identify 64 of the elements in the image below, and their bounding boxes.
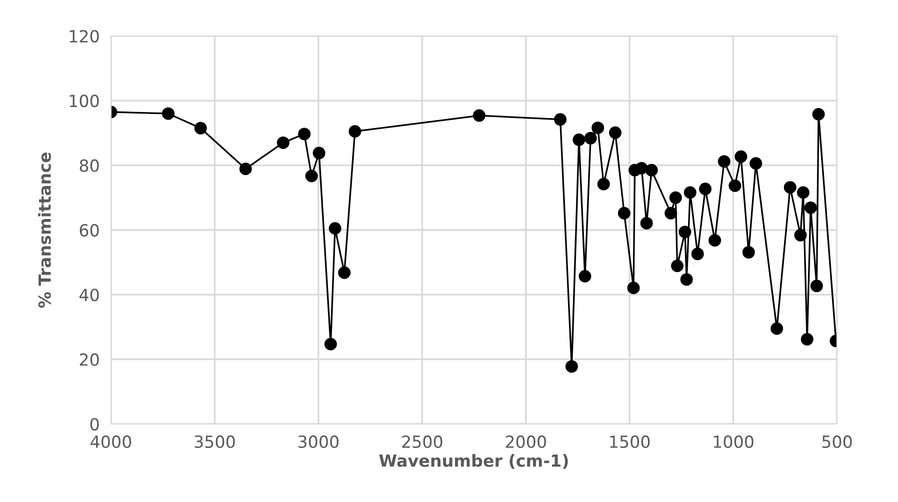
y-tick-label: 40: [79, 288, 99, 302]
point: [810, 280, 823, 292]
point: [678, 226, 692, 238]
point: [565, 360, 578, 373]
y-tick-label: 20: [80, 353, 99, 366]
point: [812, 108, 825, 120]
point: [305, 170, 318, 182]
point: [664, 206, 678, 220]
point: [680, 273, 693, 286]
x-tick-label: 3000: [298, 435, 339, 448]
point: [324, 338, 337, 350]
point: [618, 206, 630, 220]
point: [671, 260, 684, 272]
point: [578, 270, 592, 282]
point: [348, 125, 362, 138]
point: [328, 222, 342, 235]
point: [298, 128, 311, 140]
y-tick-label: 60: [80, 224, 99, 237]
point: [734, 150, 748, 163]
x-axis-title: Wavenumber (cm-1): [379, 454, 568, 469]
point: [338, 266, 351, 279]
point: [609, 126, 622, 139]
point: [699, 182, 712, 196]
point: [742, 246, 755, 259]
point: [750, 157, 762, 170]
point: [276, 136, 290, 149]
point: [708, 234, 722, 247]
point: [684, 186, 696, 199]
y-axis-title: % Transmittance: [38, 152, 51, 308]
point: [669, 191, 682, 204]
point: [804, 201, 817, 214]
y-tick-label: 120: [70, 30, 99, 43]
x-tick-label: 2500: [402, 435, 442, 448]
x-tick-label: 2000: [506, 435, 546, 448]
point: [784, 181, 796, 194]
point: [597, 178, 610, 190]
point: [728, 179, 742, 192]
point: [572, 134, 586, 146]
point: [645, 164, 658, 176]
x-tick-label: 500: [822, 435, 852, 448]
point: [312, 146, 326, 160]
point: [162, 107, 174, 120]
y-tick-label: 0: [90, 418, 99, 431]
point: [640, 216, 653, 230]
point: [627, 282, 640, 294]
x-tick-label: 4000: [90, 435, 132, 448]
point: [592, 122, 604, 134]
x-tick-label: 3500: [194, 435, 235, 448]
point: [796, 186, 810, 199]
point: [554, 113, 567, 126]
point: [584, 132, 597, 144]
point: [194, 122, 207, 134]
x-tick-label: 1000: [714, 435, 754, 448]
point: [770, 322, 784, 335]
point: [800, 333, 814, 346]
point: [239, 162, 252, 176]
point: [794, 228, 807, 242]
point: [635, 162, 648, 174]
y-tick-label: 80: [80, 159, 99, 172]
y-tick-label: 100: [70, 94, 99, 108]
point: [718, 155, 730, 168]
x-tick-label: 1500: [610, 435, 650, 448]
point: [472, 109, 486, 122]
point: [691, 248, 704, 260]
